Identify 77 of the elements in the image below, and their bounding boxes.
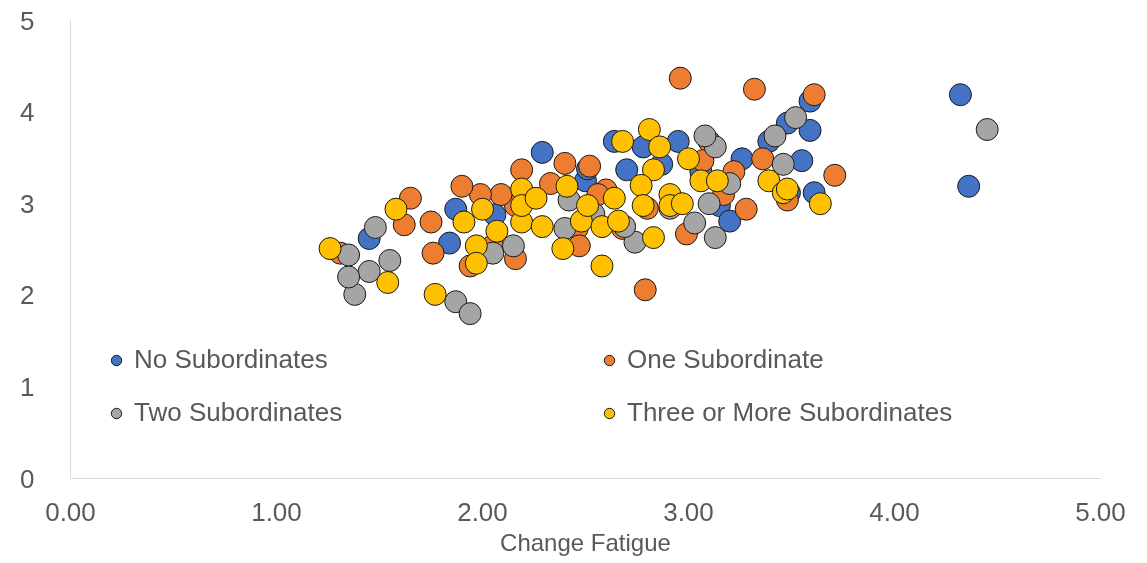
point [641,158,665,182]
point [376,271,400,294]
point [590,254,614,278]
point [798,118,822,142]
point [555,174,579,198]
point [633,278,657,302]
point [606,209,630,233]
point [648,135,672,159]
point [464,251,488,275]
point [611,129,635,153]
point [530,140,554,164]
point [957,174,981,198]
point [363,216,387,239]
point [771,152,795,176]
point [438,231,462,255]
point [637,118,661,141]
y-tick-label: 0 [20,463,35,494]
x-tick-label: 1.00 [251,496,302,527]
point [751,147,775,171]
point [384,197,408,221]
point [948,83,972,107]
y-tick-label: 1 [20,371,35,402]
point [551,237,575,261]
point [823,163,847,187]
point [419,210,443,234]
point [629,173,653,197]
point [485,219,509,243]
legend-label: One Subordinate [627,344,825,375]
x-tick-label: 3.00 [663,496,714,527]
x-axis-title: Change Fatigue [500,528,671,556]
point [530,215,554,239]
point [337,265,361,289]
legend-label: Two Subordinates [134,397,344,428]
y-tick-label: 2 [20,280,35,311]
point [703,226,727,250]
point [501,234,525,258]
point [790,149,814,173]
point [697,192,721,216]
point [458,302,482,326]
point [576,194,600,218]
x-tick-label: 2.00 [457,496,508,527]
point [677,147,700,171]
point [718,209,742,233]
y-tick-label: 4 [20,97,35,128]
point [705,169,729,193]
point [670,192,694,216]
point [524,186,548,210]
point [975,118,999,141]
point [510,158,534,182]
x-tick-label: 4.00 [869,496,920,527]
point [734,197,758,221]
point [452,210,476,234]
point [471,197,494,221]
point [553,151,577,175]
point [683,211,707,235]
point [421,241,445,265]
point [378,249,402,272]
point [357,260,381,283]
x-tick-label: 0.00 [45,496,96,527]
point [450,174,474,198]
legend-label: Three or More Subordinates [627,397,954,428]
point [808,192,832,216]
y-tick-label: 5 [20,5,35,36]
point [763,124,787,148]
point [641,226,665,250]
x-tick-label: 5.00 [1075,496,1126,527]
legend-label: No Subordinates [134,344,329,375]
point [423,282,447,306]
point [784,106,808,130]
y-tick-label: 3 [20,188,35,219]
point [668,66,692,90]
point [693,124,717,148]
point [802,83,826,107]
point [489,183,513,207]
point [742,77,766,101]
point [615,158,639,182]
point [602,186,626,210]
